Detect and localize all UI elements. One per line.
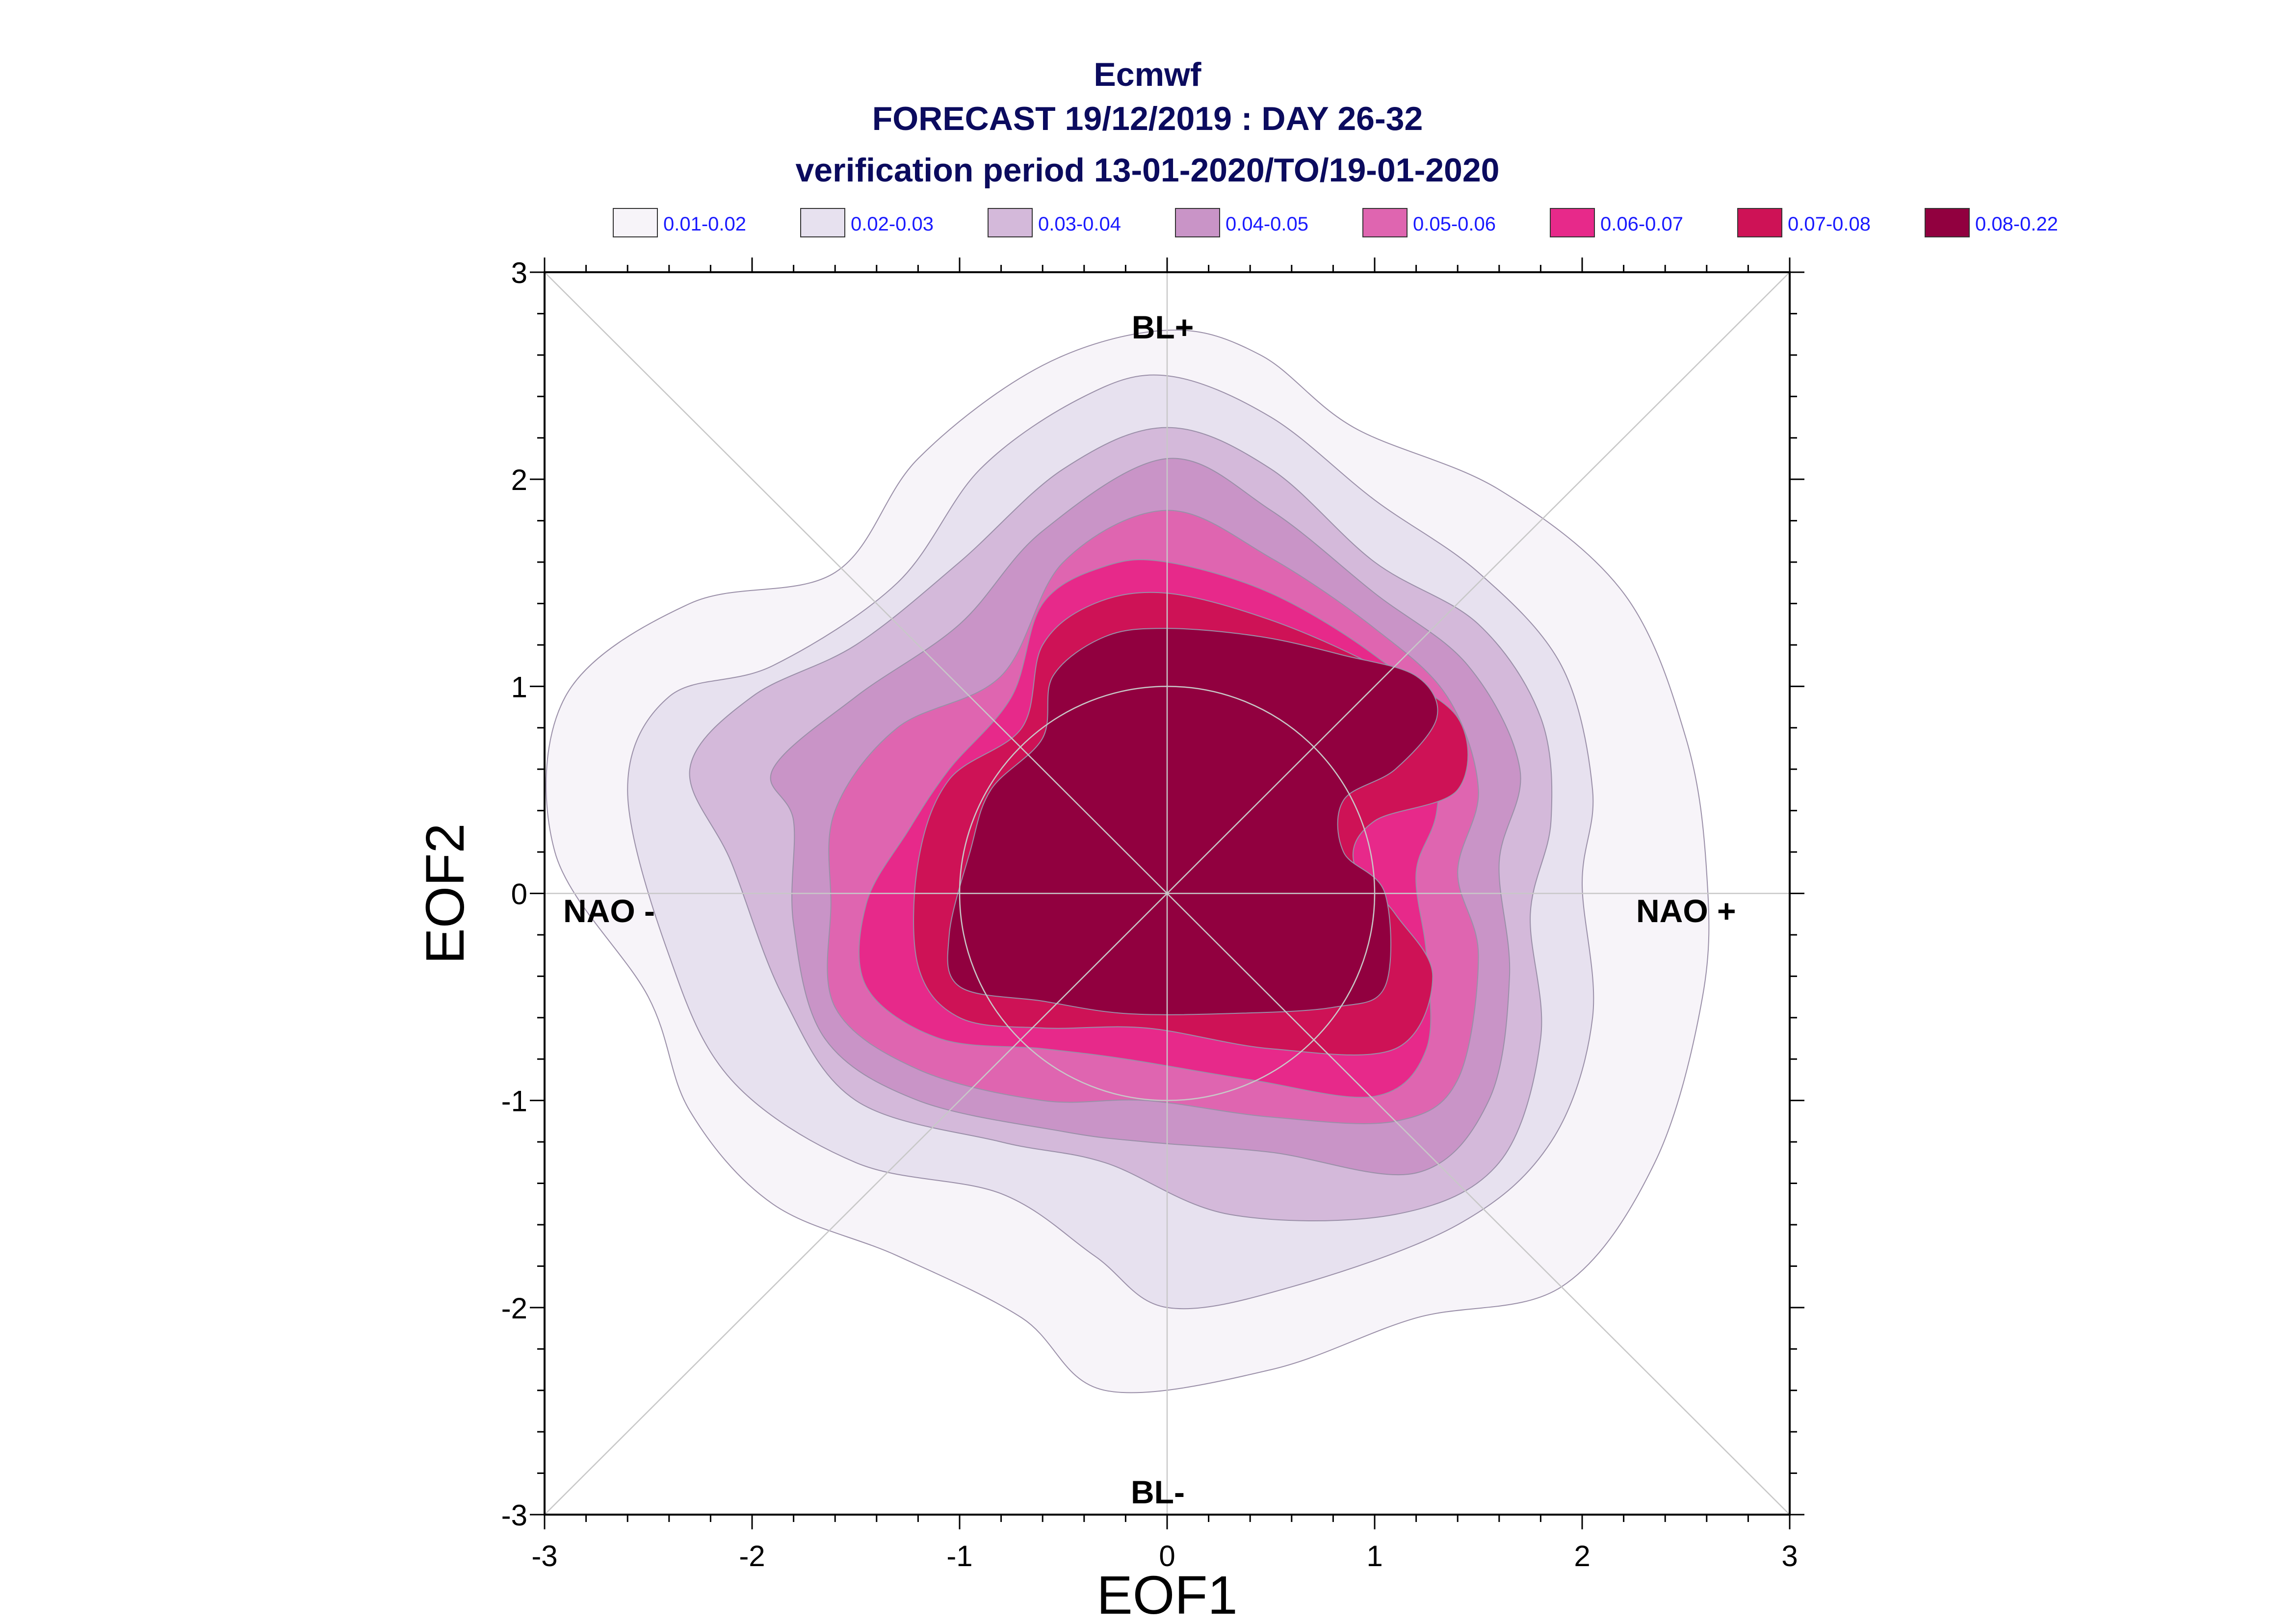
- region-label-bl-minus: BL-: [1131, 1474, 1185, 1510]
- guide-diagonal-2: [544, 272, 1790, 1515]
- y-tick-label: -2: [501, 1292, 527, 1325]
- y-tick-label: 2: [511, 464, 527, 496]
- y-tick-label: -1: [501, 1085, 527, 1118]
- legend-swatch: [1362, 208, 1408, 237]
- x-tick-label: 0: [1159, 1540, 1175, 1572]
- x-axis-label: EOF1: [1096, 1565, 1237, 1624]
- title-line-3: verification period 13-01-2020/TO/19-01-…: [795, 152, 1499, 189]
- legend-swatch: [988, 208, 1033, 237]
- y-tick-label: 3: [511, 257, 527, 289]
- axis-ticks: -3 -2 -1 0 1 2 3 -3 -2 -1 0 1 2 3: [501, 257, 1804, 1572]
- y-tick-label: 0: [511, 878, 527, 911]
- legend-label: 0.02-0.03: [851, 213, 934, 235]
- legend-swatch: [1925, 208, 1970, 237]
- region-label-bl-plus: BL+: [1132, 309, 1194, 345]
- legend-label: 0.05-0.06: [1413, 213, 1496, 235]
- x-tick-label: -3: [531, 1540, 557, 1572]
- title-line-2: FORECAST 19/12/2019 : DAY 26-32: [872, 100, 1423, 137]
- x-tick-label: 2: [1574, 1540, 1590, 1572]
- x-tick-label: -1: [946, 1540, 972, 1572]
- y-tick-label: -3: [501, 1499, 527, 1532]
- density-contours: [546, 329, 1710, 1393]
- y-tick-label: 1: [511, 670, 527, 703]
- x-tick-label: 1: [1366, 1540, 1382, 1572]
- legend-swatch: [1737, 208, 1782, 237]
- legend-swatch: [613, 208, 658, 237]
- contour-level-8: [947, 628, 1438, 1015]
- x-tick-label: 3: [1781, 1540, 1798, 1572]
- legend-label: 0.04-0.05: [1226, 213, 1308, 235]
- legend-label: 0.03-0.04: [1038, 213, 1121, 235]
- legend-label: 0.06-0.07: [1600, 213, 1683, 235]
- reference-circle: [959, 686, 1376, 1101]
- title-line-1: Ecmwf: [1094, 56, 1201, 93]
- legend-swatch: [1550, 208, 1595, 237]
- region-label-nao-minus: NAO -: [563, 893, 655, 929]
- legend-label: 0.07-0.08: [1788, 213, 1871, 235]
- region-label-nao-plus: NAO +: [1636, 893, 1736, 929]
- legend: 0.01-0.02 0.02-0.03 0.03-0.04 0.04-0.05 0.05…: [613, 208, 2058, 237]
- legend-label: 0.08-0.22: [1975, 213, 2058, 235]
- chart-title: Ecmwf FORECAST 19/12/2019 : DAY 26-32 ve…: [795, 56, 1499, 189]
- x-tick-label: -2: [739, 1540, 765, 1572]
- legend-swatch: [1175, 208, 1220, 237]
- y-axis-label: EOF2: [415, 823, 475, 964]
- legend-label: 0.01-0.02: [663, 213, 746, 235]
- legend-swatch: [800, 208, 845, 237]
- guide-lines: [544, 272, 1790, 1515]
